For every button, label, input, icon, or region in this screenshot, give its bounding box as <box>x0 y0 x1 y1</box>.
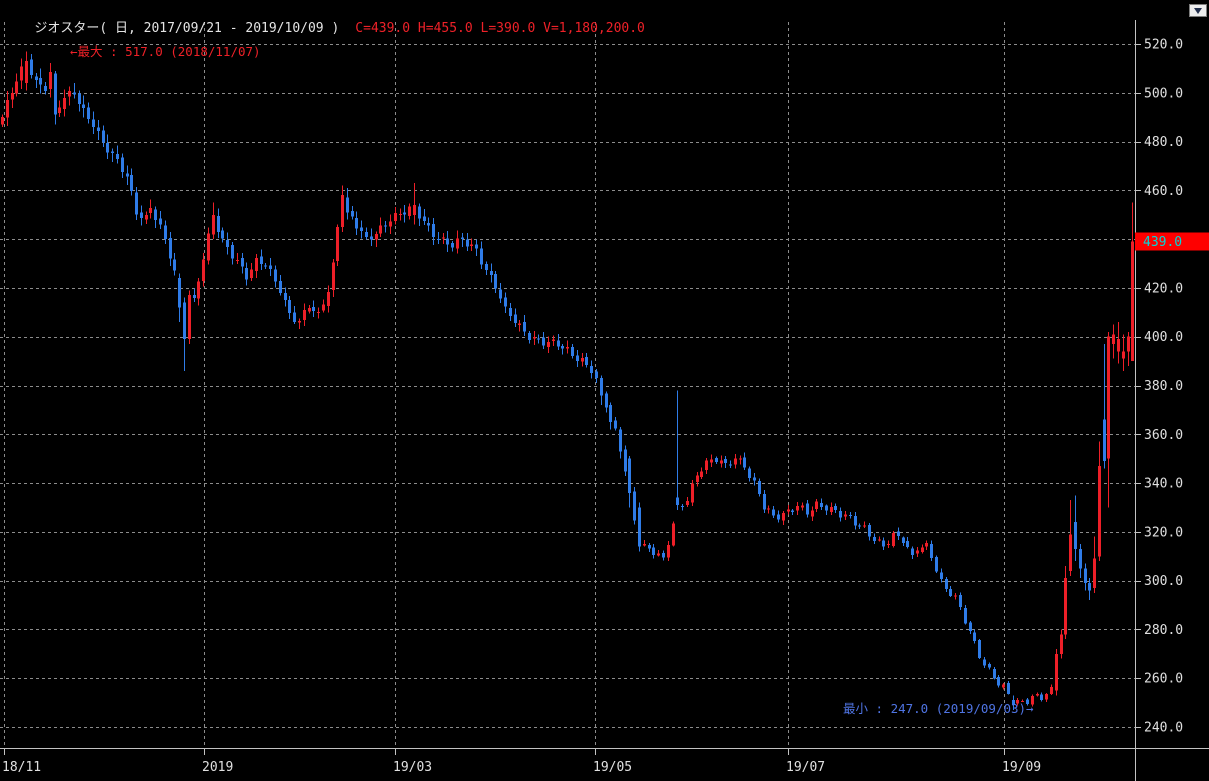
svg-text:340.0: 340.0 <box>1144 477 1183 492</box>
svg-text:360.0: 360.0 <box>1144 428 1183 443</box>
svg-text:19/05: 19/05 <box>593 760 632 775</box>
svg-text:19/09: 19/09 <box>1002 760 1041 775</box>
title-bar: ジオスター( 日, 2017/09/21 - 2019/10/09 ) C=439… <box>3 2 645 51</box>
chevron-down-icon <box>1194 7 1202 14</box>
chart-title: ジオスター( 日, 2017/09/21 - 2019/10/09 ) <box>34 21 340 36</box>
svg-text:19/03: 19/03 <box>393 760 432 775</box>
svg-text:240.0: 240.0 <box>1144 721 1183 736</box>
svg-text:500.0: 500.0 <box>1144 86 1183 101</box>
svg-text:439.0: 439.0 <box>1143 235 1182 250</box>
dropdown-button[interactable] <box>1189 4 1207 17</box>
svg-text:480.0: 480.0 <box>1144 135 1183 150</box>
svg-text:260.0: 260.0 <box>1144 672 1183 687</box>
svg-text:400.0: 400.0 <box>1144 330 1183 345</box>
svg-text:280.0: 280.0 <box>1144 623 1183 638</box>
svg-text:420.0: 420.0 <box>1144 281 1183 296</box>
quote-values: C=439.0 H=455.0 L=390.0 V=1,180,200.0 <box>355 21 645 36</box>
svg-text:2019: 2019 <box>202 760 233 775</box>
svg-text:19/07: 19/07 <box>786 760 825 775</box>
svg-text:520.0: 520.0 <box>1144 38 1183 53</box>
min-annotation: 最小 : 247.0 (2019/09/03)→ <box>843 701 1034 716</box>
svg-text:300.0: 300.0 <box>1144 574 1183 589</box>
svg-text:460.0: 460.0 <box>1144 184 1183 199</box>
svg-text:18/11: 18/11 <box>2 760 41 775</box>
max-annotation: ←最大 : 517.0 (2018/11/07) <box>70 44 261 59</box>
svg-text:320.0: 320.0 <box>1144 525 1183 540</box>
svg-text:380.0: 380.0 <box>1144 379 1183 394</box>
